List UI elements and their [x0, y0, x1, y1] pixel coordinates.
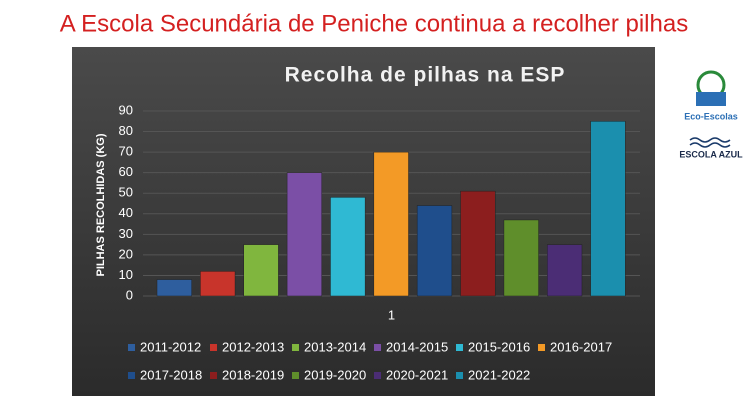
eco-book	[696, 92, 726, 106]
bar	[373, 151, 409, 297]
legend-label: 2018-2019	[222, 367, 284, 382]
y-tick-label: 90	[119, 102, 133, 117]
bar	[156, 279, 192, 297]
eco-logo	[696, 70, 726, 106]
azul-waves	[689, 137, 731, 148]
legend-marker	[456, 344, 463, 351]
y-tick-label: 10	[119, 267, 133, 282]
y-tick-label: 30	[119, 226, 133, 241]
legend-label: 2019-2020	[304, 367, 366, 382]
y-tick-label: 80	[119, 123, 133, 138]
bar	[200, 271, 236, 297]
y-tick-label: 20	[119, 246, 133, 261]
legend-marker	[128, 344, 135, 351]
legend-label: 2016-2017	[550, 339, 612, 354]
legend-label: 2014-2015	[386, 339, 448, 354]
x-tick-label: 1	[388, 307, 395, 322]
y-axis-label: PILHAS RECOLHIDAS (KG)	[95, 133, 107, 276]
legend-marker	[456, 372, 463, 379]
bar	[286, 172, 323, 297]
legend-label: 2011-2012	[140, 339, 201, 354]
legend-marker	[374, 372, 381, 379]
legend-label: 2021-2022	[468, 367, 530, 382]
legend-label: 2020-2021	[386, 367, 448, 382]
azul-logo	[689, 137, 731, 148]
legend-label: 2017-2018	[140, 367, 202, 382]
bar	[590, 121, 626, 297]
legend-marker	[292, 344, 299, 351]
legend-marker	[128, 372, 135, 379]
bar	[460, 190, 496, 297]
chart-title: Recolha de pilhas na ESP	[285, 64, 566, 87]
legend-marker	[210, 372, 217, 379]
legend-marker	[210, 344, 217, 351]
bar	[547, 244, 583, 297]
y-tick-label: 70	[119, 144, 133, 159]
bar	[416, 205, 453, 297]
y-tick-label: 40	[119, 205, 133, 220]
legend-label: 2015-2016	[468, 339, 530, 354]
legend-marker	[538, 344, 545, 351]
legend-marker	[374, 344, 381, 351]
slide-title: A Escola Secundária de Peniche continua …	[60, 10, 688, 37]
y-tick-label: 60	[119, 164, 133, 179]
legend-label: 2013-2014	[304, 339, 366, 354]
bar	[243, 244, 279, 297]
bar	[330, 197, 366, 297]
azul-logo-text: ESCOLA AZUL	[679, 149, 743, 159]
eco-logo-text: Eco-Escolas	[684, 111, 738, 121]
bar	[503, 219, 539, 297]
legend-marker	[292, 372, 299, 379]
y-tick-label: 0	[126, 287, 133, 302]
legend-label: 2012-2013	[222, 339, 284, 354]
y-tick-label: 50	[119, 185, 133, 200]
